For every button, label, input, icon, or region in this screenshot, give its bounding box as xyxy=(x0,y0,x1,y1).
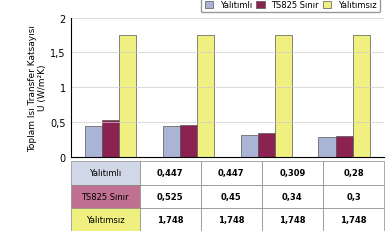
FancyBboxPatch shape xyxy=(323,185,384,208)
Text: 0,45: 0,45 xyxy=(221,192,241,201)
Text: 1,748: 1,748 xyxy=(157,215,183,224)
Text: 0,34: 0,34 xyxy=(282,192,303,201)
FancyBboxPatch shape xyxy=(323,162,384,185)
FancyBboxPatch shape xyxy=(262,208,323,231)
FancyBboxPatch shape xyxy=(140,208,201,231)
FancyBboxPatch shape xyxy=(71,208,140,231)
Y-axis label: Toplam Isı Transfer Katsayısı
U (W/m²K): Toplam Isı Transfer Katsayısı U (W/m²K) xyxy=(28,24,47,151)
FancyBboxPatch shape xyxy=(140,185,201,208)
Bar xyxy=(197,36,214,157)
Bar xyxy=(180,126,197,157)
FancyBboxPatch shape xyxy=(71,185,140,208)
Bar xyxy=(163,126,180,157)
Text: Yalıtımsız: Yalıtımsız xyxy=(86,215,124,224)
Bar xyxy=(102,121,119,157)
Text: 1,748: 1,748 xyxy=(340,215,367,224)
FancyBboxPatch shape xyxy=(140,162,201,185)
Bar xyxy=(119,36,136,157)
FancyBboxPatch shape xyxy=(201,208,262,231)
Text: TS825 Sınır: TS825 Sınır xyxy=(81,192,129,201)
Text: 0,447: 0,447 xyxy=(157,169,183,178)
FancyBboxPatch shape xyxy=(201,162,262,185)
Text: 0,3: 0,3 xyxy=(346,192,361,201)
Text: 0,525: 0,525 xyxy=(157,192,183,201)
Bar xyxy=(275,36,292,157)
Text: 0,309: 0,309 xyxy=(279,169,305,178)
Legend: Yalıtımlı, TS825 Sınır, Yalıtımsız: Yalıtımlı, TS825 Sınır, Yalıtımsız xyxy=(201,0,380,13)
Bar xyxy=(258,134,275,157)
Bar xyxy=(85,126,102,157)
Text: Yalıtımlı: Yalıtımlı xyxy=(89,169,121,178)
Text: 0,447: 0,447 xyxy=(218,169,245,178)
FancyBboxPatch shape xyxy=(262,185,323,208)
FancyBboxPatch shape xyxy=(201,185,262,208)
FancyBboxPatch shape xyxy=(262,162,323,185)
FancyBboxPatch shape xyxy=(323,208,384,231)
Bar xyxy=(241,136,258,157)
Bar xyxy=(353,36,370,157)
Text: 1,748: 1,748 xyxy=(218,215,245,224)
Bar xyxy=(336,136,353,157)
FancyBboxPatch shape xyxy=(71,162,140,185)
Text: 1,748: 1,748 xyxy=(279,215,306,224)
Bar xyxy=(318,138,336,157)
Text: 0,28: 0,28 xyxy=(343,169,364,178)
